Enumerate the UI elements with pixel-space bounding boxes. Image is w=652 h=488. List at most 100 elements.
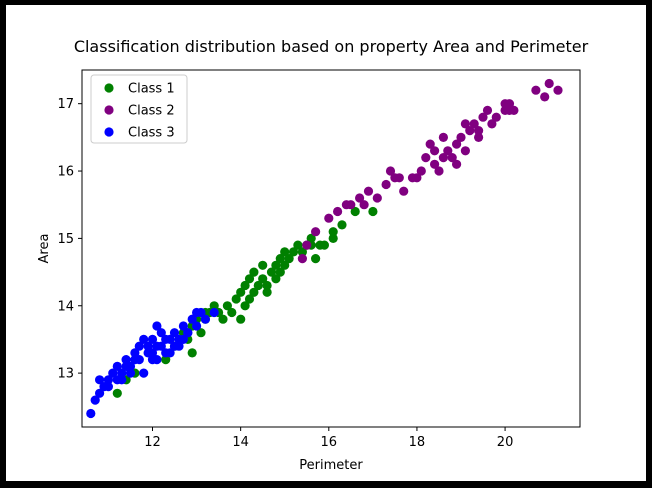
x-axis-ticks: 12 14 16 18 20: [144, 427, 513, 450]
y-tick-label: 16: [57, 165, 74, 180]
y-tick-label: 15: [57, 232, 74, 247]
point-class-1-40: [319, 240, 329, 250]
point-class-1-0: [112, 388, 122, 398]
point-class-3-19: [152, 321, 162, 331]
point-class-3-8: [112, 361, 122, 371]
y-tick-label: 13: [57, 367, 74, 382]
point-class-2-36: [553, 85, 563, 95]
legend-marker: [104, 127, 114, 137]
point-class-3-3: [95, 375, 105, 385]
point-class-2-43: [487, 119, 497, 129]
point-class-2-2: [311, 227, 321, 237]
point-class-2-35: [544, 78, 554, 89]
point-class-3-10: [121, 355, 131, 365]
point-class-1-37: [306, 233, 316, 243]
legend-label: Class 3: [128, 126, 175, 141]
plot-area-frame: [81, 69, 581, 428]
point-class-2-7: [363, 186, 374, 196]
point-class-3-23: [169, 328, 180, 338]
point-class-1-31: [280, 247, 290, 257]
point-class-2-24: [465, 126, 475, 136]
point-class-3-27: [187, 314, 197, 324]
point-class-1-48: [218, 314, 228, 324]
point-class-3-17: [147, 334, 158, 344]
point-class-2-26: [474, 132, 484, 142]
point-class-2-27: [478, 112, 488, 122]
x-tick-label: 14: [232, 435, 249, 450]
point-class-3-14: [139, 368, 149, 378]
point-class-2-40: [452, 159, 462, 169]
point-class-1-41: [328, 233, 338, 243]
point-class-3-9: [117, 368, 127, 378]
point-class-2-16: [430, 159, 440, 169]
legend-marker: [104, 83, 114, 93]
point-class-2-0: [297, 254, 307, 264]
point-class-1-9: [196, 328, 206, 338]
x-tick-label: 16: [321, 435, 338, 450]
legend: Class 1 Class 2 Class 3: [90, 74, 188, 144]
point-class-2-21: [452, 139, 462, 149]
point-class-2-47: [430, 146, 440, 156]
point-class-1-34: [293, 240, 303, 250]
point-class-1-19: [240, 280, 250, 291]
point-class-2-8: [372, 193, 382, 203]
x-tick-label: 20: [497, 435, 514, 450]
legend-label: Class 1: [128, 82, 175, 97]
figure-frame: Classification distribution based on pro…: [6, 5, 646, 481]
point-class-2-14: [421, 153, 431, 163]
point-class-3-45: [134, 341, 144, 351]
point-class-1-16: [231, 294, 241, 304]
point-class-1-51: [328, 227, 338, 237]
point-class-3-31: [209, 307, 219, 318]
y-axis-ticks: 13 14 15 16 17: [57, 97, 82, 382]
point-class-1-35: [297, 247, 307, 257]
point-class-1-54: [187, 348, 197, 358]
point-class-2-46: [359, 200, 369, 210]
point-class-1-45: [244, 294, 255, 304]
point-class-1-42: [337, 220, 347, 230]
point-class-3-2: [95, 388, 105, 398]
point-class-2-38: [385, 166, 396, 176]
point-class-2-42: [438, 132, 448, 142]
point-class-3-5: [103, 375, 113, 385]
point-class-2-11: [399, 186, 409, 196]
point-class-3-42: [161, 334, 171, 344]
plot-points: [86, 78, 563, 419]
point-class-1-28: [271, 274, 281, 284]
point-class-2-15: [425, 139, 435, 149]
point-class-2-17: [434, 166, 444, 176]
point-class-3-33: [125, 368, 136, 378]
legend-box: [90, 74, 188, 144]
point-class-3-39: [183, 328, 193, 338]
point-class-3-49: [130, 355, 140, 365]
point-class-1-25: [262, 280, 272, 291]
point-class-2-33: [531, 85, 541, 95]
point-class-2-22: [456, 132, 466, 142]
point-class-3-44: [152, 341, 162, 351]
point-class-2-4: [333, 206, 343, 217]
point-class-1-29: [275, 254, 285, 264]
x-tick-label: 12: [144, 435, 161, 450]
point-class-3-6: [108, 368, 118, 378]
point-class-2-18: [438, 153, 448, 163]
chart-title: Classification distribution based on pro…: [74, 37, 589, 56]
point-class-2-44: [500, 99, 510, 109]
point-class-3-47: [178, 334, 188, 344]
point-class-1-44: [368, 206, 378, 217]
point-class-1-46: [262, 287, 272, 297]
point-class-2-9: [381, 179, 391, 190]
point-class-1-3: [161, 355, 171, 365]
point-class-2-39: [412, 173, 422, 183]
point-class-3-12: [130, 348, 140, 358]
point-class-3-32: [117, 375, 127, 385]
point-class-3-0: [86, 408, 96, 419]
x-tick-label: 18: [409, 435, 426, 450]
point-class-2-45: [394, 173, 404, 183]
legend-label: Class 2: [128, 104, 175, 119]
point-class-1-43: [350, 206, 360, 217]
y-tick-label: 17: [57, 97, 74, 112]
point-class-3-40: [103, 382, 113, 392]
point-class-2-19: [443, 146, 453, 156]
point-class-3-41: [143, 348, 153, 358]
point-class-1-33: [288, 247, 299, 257]
